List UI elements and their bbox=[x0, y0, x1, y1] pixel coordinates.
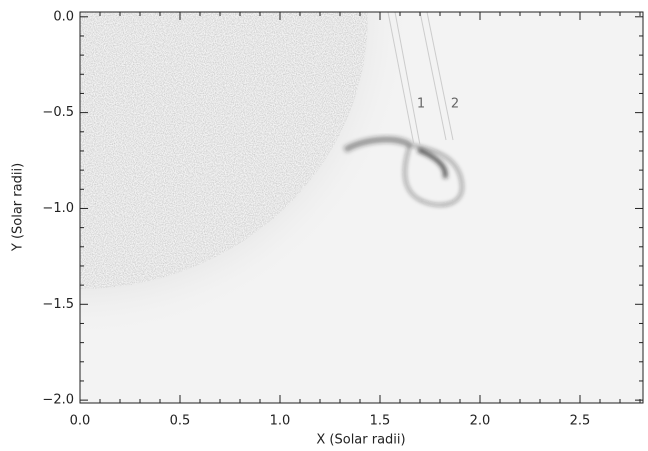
y-tick-label: −1.0 bbox=[42, 201, 74, 216]
y-tick-label: −0.5 bbox=[42, 105, 74, 120]
plot-frame bbox=[79, 11, 644, 404]
x-tick-label: 0.5 bbox=[170, 414, 191, 429]
image bbox=[80, 12, 643, 403]
y-tick-label: 0.0 bbox=[53, 9, 74, 24]
x-tick-label: 0.0 bbox=[70, 414, 91, 429]
y-axis-label: Y (Solar radii) bbox=[11, 163, 26, 252]
x-tick-label: 1.5 bbox=[370, 414, 391, 429]
annotation: 2 bbox=[451, 97, 459, 112]
y-tick-label: −1.5 bbox=[42, 297, 74, 312]
x-tick-label: 1.0 bbox=[270, 414, 291, 429]
annotation: 1 bbox=[417, 97, 425, 112]
x-tick-label: 2.0 bbox=[470, 414, 491, 429]
x-axis-label: X (Solar radii) bbox=[316, 433, 405, 448]
x-tick-label: 2.5 bbox=[570, 414, 591, 429]
y-tick-label: −2.0 bbox=[42, 393, 74, 408]
